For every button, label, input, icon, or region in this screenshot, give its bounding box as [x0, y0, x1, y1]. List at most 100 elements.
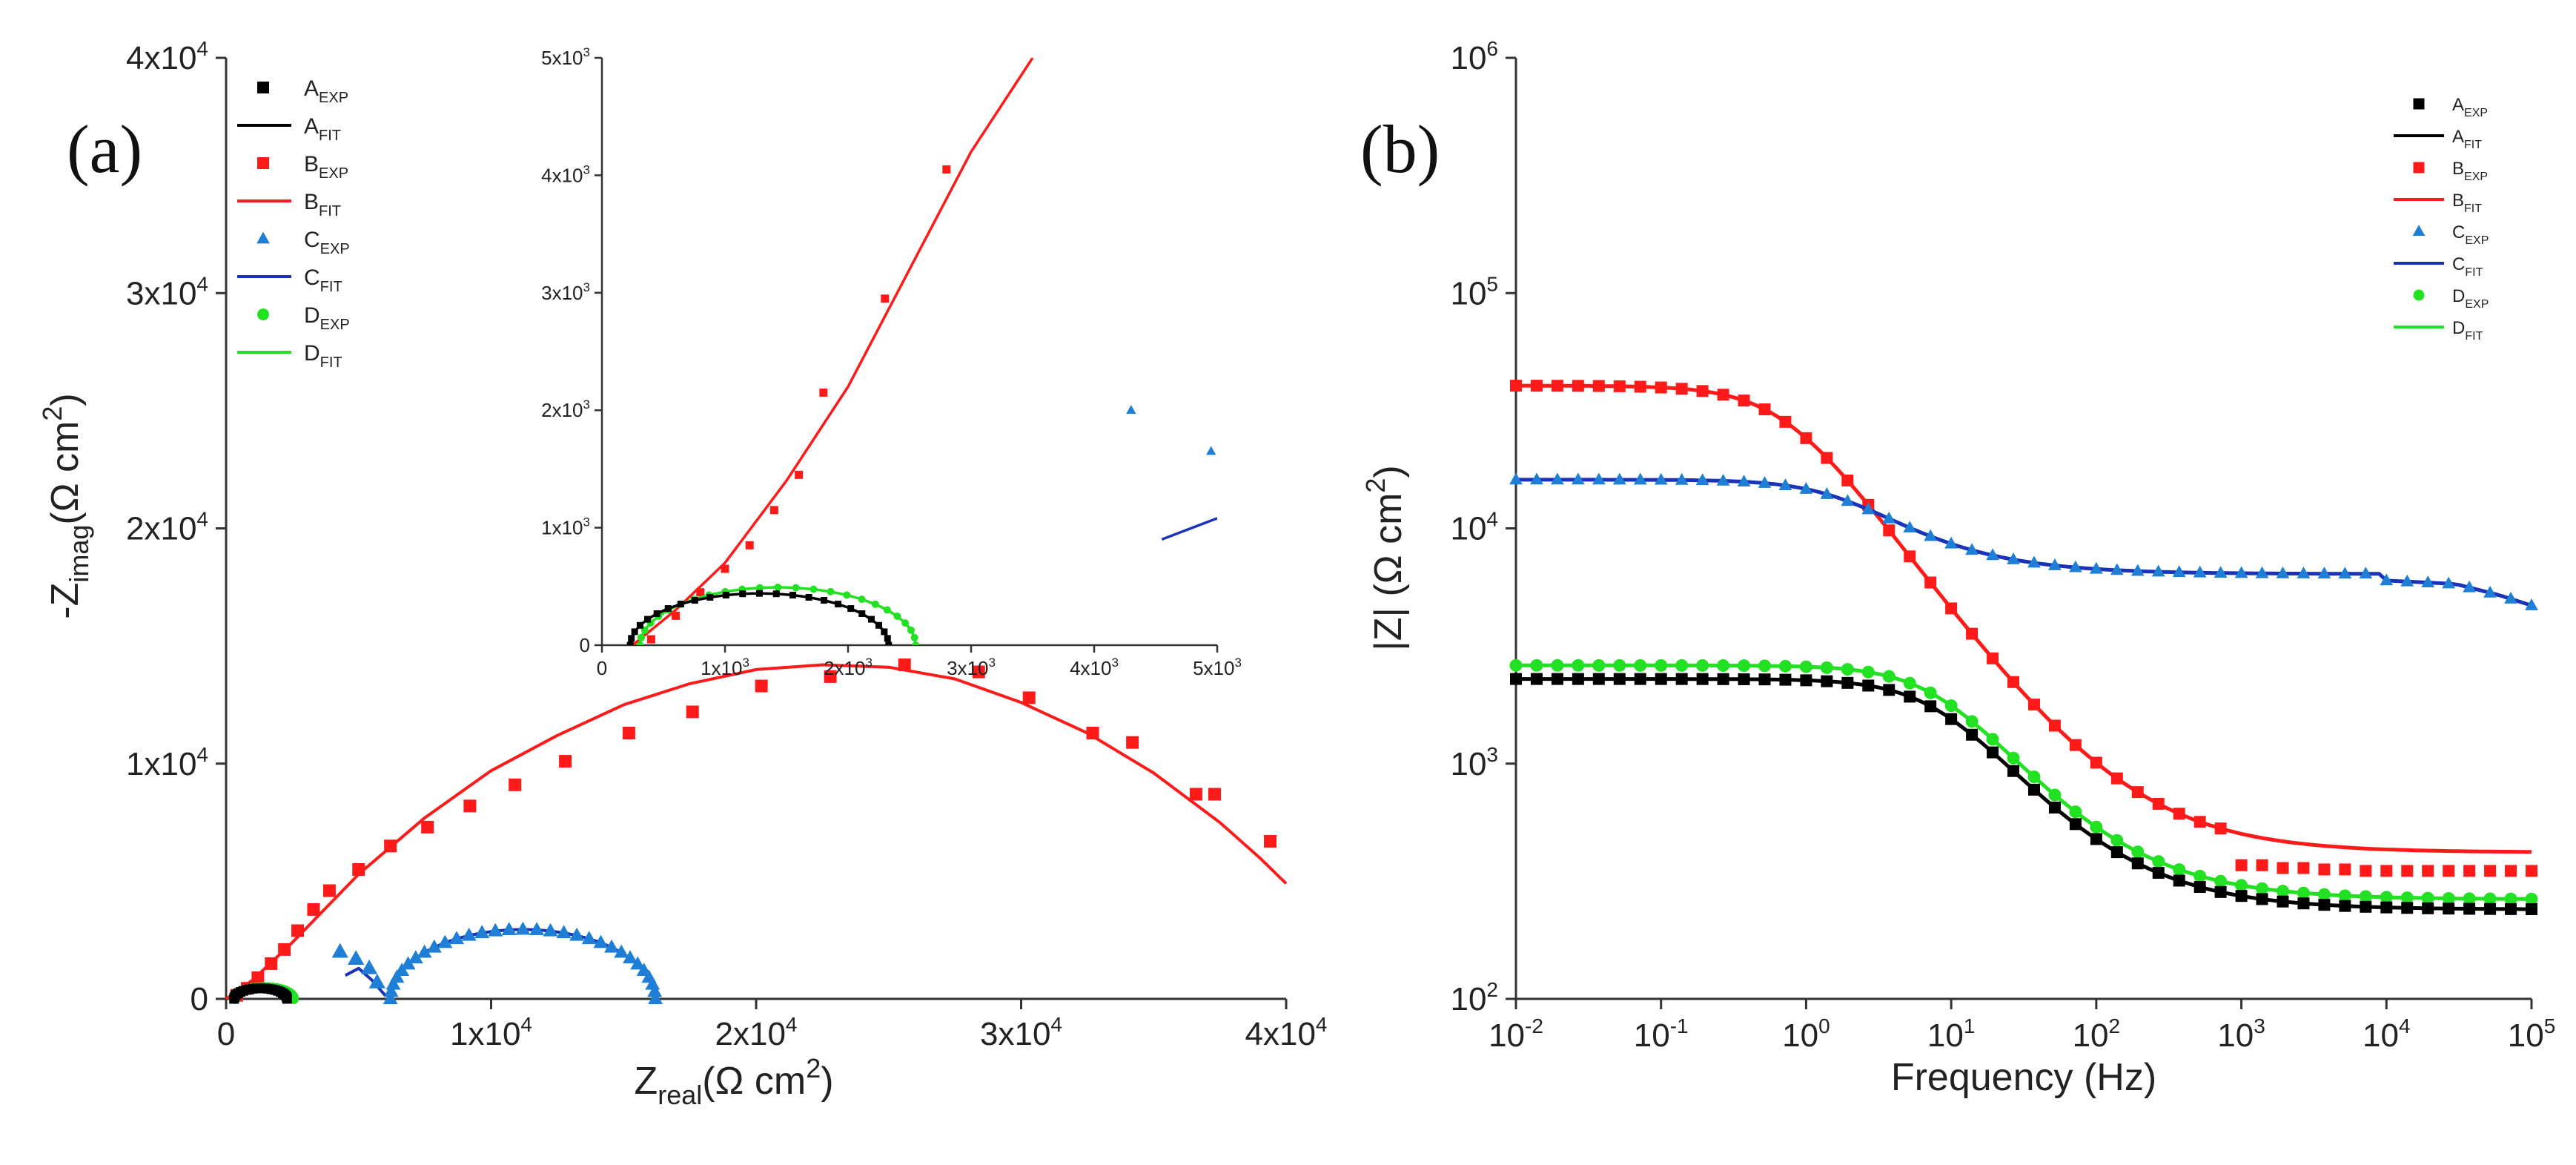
series-b-exp-point [2318, 863, 2331, 876]
series-b-exp-point [2131, 786, 2144, 799]
series-d-exp-point [1882, 670, 1895, 683]
series-b-exp-point [2193, 816, 2206, 828]
inset-plot: 0 1x103 2x103 3x103 4x103 5x10301x1032x1033x1… [541, 45, 1242, 679]
series-a-exp-point [2463, 902, 2476, 915]
series-d-exp-point [1675, 659, 1689, 672]
y-axis-label-part: ) [44, 393, 87, 406]
series-b-exp-point [1592, 380, 1605, 392]
series-b-exp-point [1655, 381, 1667, 394]
series-c-exp-point [515, 921, 531, 935]
inset-series-b-exp-point [646, 635, 655, 644]
series-a-exp-point [1551, 673, 1563, 685]
inset-x-tick-label-part: 3 [865, 656, 872, 670]
x-tick-label-part: 4 [2399, 1014, 2411, 1037]
series-c-exp-point [614, 944, 629, 958]
series-c-exp-point [2463, 580, 2477, 593]
x-tick-label-part: 10 [2508, 1017, 2544, 1054]
series-a-exp-point [1758, 673, 1771, 686]
inset-series-d-exp-point [843, 591, 851, 599]
series-c-exp-point [1675, 472, 1689, 485]
y-axis-label: -Zimag(Ω cm2) [37, 393, 94, 618]
series-b-exp-point [2360, 865, 2372, 877]
series-b-exp-point [1987, 652, 1999, 664]
series-d-exp-point [2525, 892, 2538, 905]
inset-series-b-exp-point [696, 588, 705, 597]
series-a-exp-point [2318, 899, 2331, 911]
inset-series-d-exp-point [901, 619, 910, 627]
inset-x-tick-label-part: 2x10 [824, 657, 865, 679]
legend-label-part: D [2452, 286, 2465, 306]
series-d-exp-point [2442, 891, 2455, 905]
series-d-exp-point [1572, 659, 1585, 672]
legend-label-part: EXP [2464, 107, 2488, 119]
series-c-exp-point [1695, 473, 1709, 486]
legend-label: CEXP [2452, 222, 2489, 247]
series-b-exp-point [509, 778, 522, 791]
y-tick-label-part: 4 [196, 37, 208, 60]
series-a-exp-point [2235, 890, 2248, 902]
series-c-exp-point [383, 983, 399, 997]
series-d-exp-point [1903, 676, 1916, 690]
y-tick-label-part: 6 [1486, 37, 1498, 60]
series-a-exp-point [2110, 846, 2123, 859]
legend-label-part: B [304, 152, 319, 176]
series-c-exp-point [2297, 567, 2311, 578]
y-tick-label-part: 4 [196, 272, 208, 295]
legend-label-part: FIT [2465, 330, 2483, 343]
x-tick-label: 2x104 [715, 1013, 798, 1052]
series-a-exp-point [1862, 679, 1875, 692]
series-d-exp-point [2421, 891, 2434, 905]
legend-label-part: FIT [319, 128, 341, 144]
series-b-exp-point [1758, 403, 1771, 416]
series-c-exp-point [437, 934, 453, 948]
series-d-exp-point [1530, 659, 1543, 672]
series-c-exp-point [2110, 563, 2124, 575]
series-d-exp-point [2380, 891, 2393, 904]
series-b-exp-point [2422, 865, 2434, 877]
y-axis-label-part: 2 [37, 406, 67, 421]
y-tick-label-part: 2 [1486, 978, 1498, 1001]
series-d-exp-point [2483, 892, 2497, 905]
inset-y-tick-label-part: 3 [583, 45, 590, 59]
series-c-exp-point [2027, 555, 2041, 568]
y-tick-label-part: 4 [196, 508, 208, 531]
series-c-exp-point [2214, 566, 2228, 578]
inset-series-a-exp-point [755, 590, 763, 597]
series-b-exp-point [421, 820, 434, 834]
inset-series-a-exp-point [626, 641, 634, 645]
legend-label-part: B [2452, 191, 2464, 211]
series-a-exp-point [1883, 684, 1895, 696]
inset-series-d-exp-point [910, 633, 918, 641]
series-c-exp-point [389, 969, 405, 983]
series-c-exp-point [385, 976, 401, 990]
series-d-exp-point [1861, 665, 1875, 679]
x-tick-label-part: 4 [1316, 1013, 1328, 1036]
series-c-exp-point [1944, 536, 1959, 549]
series-b-exp-point [2526, 865, 2537, 877]
legend-label: CEXP [304, 228, 350, 257]
series-a-exp-point [2193, 881, 2206, 894]
series-c-exp-point [383, 991, 398, 1005]
series-b-exp-point [1738, 395, 1750, 407]
series-d-exp-point [2027, 770, 2041, 784]
inset-series-a-exp-point [653, 610, 660, 617]
inset-x-tick-label-part: 3 [988, 656, 995, 670]
series-b-exp-point [2090, 756, 2102, 769]
legend-label-part: B [304, 190, 319, 214]
y-axis-label-part: -Z [44, 583, 87, 619]
inset-y-tick-label-part: 3 [583, 397, 590, 412]
legend-label: BEXP [2452, 159, 2488, 183]
x-axis-label: Zreal(Ω cm2) [634, 1053, 833, 1110]
series-b-exp-point [2173, 808, 2185, 820]
series-b-exp-point [2235, 859, 2248, 871]
inset-series-c-fit-line [1161, 517, 1217, 541]
series-c-exp-point [1654, 472, 1668, 485]
series-a-exp-point [1779, 673, 1792, 686]
inset-data [626, 58, 1217, 645]
x-tick-label-part: 3x10 [980, 1016, 1050, 1052]
series-b-exp-point [824, 670, 837, 683]
y-axis-label-part: ) [1367, 465, 1410, 478]
series-d-exp-point [1738, 659, 1751, 673]
series-c-exp-point [1592, 472, 1606, 485]
